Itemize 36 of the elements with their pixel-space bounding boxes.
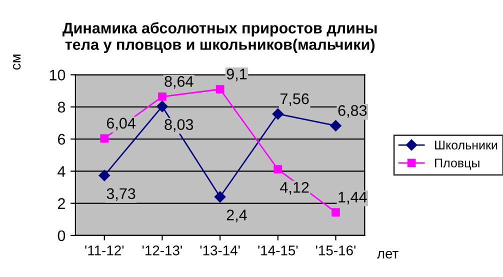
x-axis-title: лет [377, 250, 398, 259]
data-label: 6,83 [338, 105, 367, 118]
y-tick-label: 8 [58, 102, 66, 113]
point [158, 92, 166, 101]
x-tick-label: '12-13' [142, 246, 182, 256]
x-tick-label: '14-15' [258, 246, 298, 256]
data-label: 4,12 [280, 182, 309, 195]
y-tick-label: 4 [58, 166, 66, 177]
data-label: 7,56 [280, 93, 309, 106]
y-tick-label: 6 [58, 134, 66, 145]
y-tick-label: 2 [58, 198, 65, 209]
point [98, 170, 110, 182]
point [274, 165, 282, 174]
x-tick-label: '13-14' [200, 246, 240, 256]
data-label: 1,44 [338, 192, 367, 204]
data-label: 3,73 [106, 188, 136, 201]
x-tick-label: '15-16' [316, 246, 356, 256]
legend-label: Пловцы [435, 158, 480, 170]
point [330, 120, 342, 132]
y-axis-title: см [13, 54, 21, 70]
data-label: 9,1 [226, 68, 247, 82]
data-label: 8,03 [164, 119, 194, 132]
x-tick-label: '11-12' [85, 246, 124, 256]
point [214, 191, 226, 202]
data-label: 6,04 [106, 118, 136, 130]
point [216, 85, 224, 94]
point [156, 100, 168, 112]
data-label: 8,64 [164, 76, 194, 89]
data-label: 2,4 [226, 210, 247, 222]
y-tick-label: 0 [58, 230, 66, 242]
point [332, 208, 340, 216]
y-tick-label: 10 [50, 70, 66, 80]
point [100, 134, 109, 143]
chart-title: Динамика абсолютных приростов длины тела у пловцов и школьников(мальчики) [62, 22, 377, 53]
point [272, 108, 284, 120]
legend-label: Школьники [435, 140, 498, 150]
